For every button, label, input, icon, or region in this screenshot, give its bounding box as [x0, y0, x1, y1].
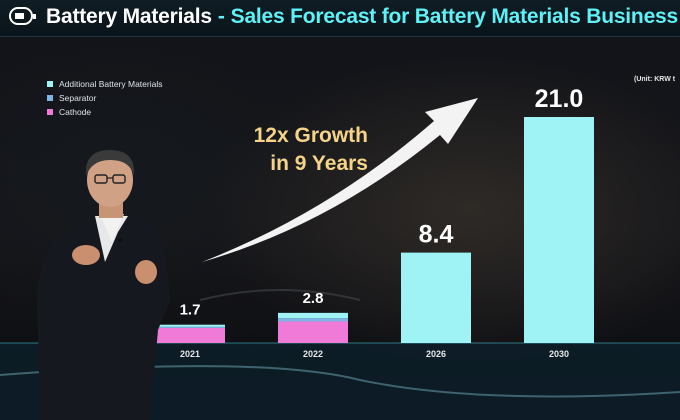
- headline-line-2: in 9 Years: [270, 152, 368, 175]
- presenter-glasses-right: [112, 174, 126, 184]
- bar-2026-additional-battery-materials: [401, 252, 471, 343]
- chart-title: Sales Forecast for Battery Materials Bus…: [230, 5, 679, 28]
- chart-legend: Additional Battery Materials Separator C…: [47, 77, 162, 119]
- bar-2022-additional-battery-materials: [278, 312, 348, 319]
- x-tick-2030: 2030: [549, 349, 569, 359]
- slide-title-bar: Battery Materials - Sales Forecast for Bat…: [0, 0, 680, 37]
- chart-bars: [155, 117, 594, 343]
- presenter-glasses-left: [94, 174, 108, 184]
- battery-icon: [9, 7, 36, 25]
- value-label-2021: 1.7: [180, 302, 201, 319]
- headline-line-1: 12x Growth: [253, 124, 368, 147]
- legend-swatch-cathode: [47, 109, 53, 115]
- legend-label-cathode: Cathode: [59, 107, 92, 117]
- chart-value-labels: 1.7 2.8 8.4 21.0: [180, 85, 584, 319]
- growth-headline: 12x Growth in 9 Years: [218, 122, 368, 178]
- bar-2022-separator: [278, 318, 348, 322]
- presenter-hand-left: [72, 245, 100, 265]
- x-tick-2022: 2022: [303, 349, 323, 359]
- presenter-head: [87, 153, 133, 207]
- legend-item-separator: Separator: [47, 91, 162, 105]
- value-label-2022: 2.8: [303, 290, 324, 307]
- title-separator: -: [217, 5, 225, 28]
- chart-x-ticks: 2021 2022 2026 2030: [180, 349, 569, 359]
- bar-2021-additional-battery-materials: [155, 324, 225, 327]
- battery-cell: [15, 13, 24, 19]
- background-car-outline: [199, 289, 361, 301]
- value-label-2026: 8.4: [419, 221, 454, 249]
- x-tick-2026: 2026: [426, 349, 446, 359]
- legend-swatch-separator: [47, 95, 53, 101]
- bar-2021-cathode: [155, 327, 225, 343]
- value-label-2030: 21.0: [535, 85, 584, 113]
- legend-swatch-additional: [47, 81, 53, 87]
- unit-note: (Unit: KRW t: [634, 76, 676, 83]
- slide-title: Battery Materials - Sales Forecast for Bat…: [46, 5, 678, 29]
- section-name: Battery Materials: [46, 5, 212, 28]
- presenter-hair: [85, 150, 135, 176]
- legend-item-additional: Additional Battery Materials: [47, 77, 162, 91]
- bar-2030-additional-battery-materials: [524, 117, 594, 343]
- bar-2021-separator: [155, 326, 225, 328]
- presenter-hand-right: [135, 260, 157, 284]
- legend-item-cathode: Cathode: [47, 105, 162, 119]
- presenter-collar: [100, 214, 124, 242]
- legend-label-additional: Additional Battery Materials: [59, 79, 163, 89]
- battery-tip: [33, 14, 36, 19]
- bar-2022-cathode: [278, 321, 348, 343]
- growth-arrow: [202, 98, 478, 262]
- growth-arrow-shape: [202, 98, 478, 262]
- legend-label-separator: Separator: [59, 93, 97, 103]
- presenter-microphone: [118, 238, 122, 242]
- x-tick-2021: 2021: [180, 349, 200, 359]
